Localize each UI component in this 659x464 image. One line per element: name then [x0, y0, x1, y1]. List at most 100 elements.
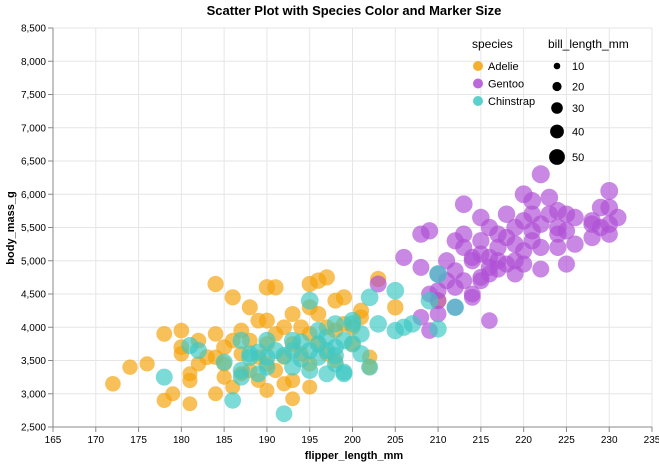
adelie-point — [207, 326, 224, 342]
gentoo-point — [523, 192, 542, 210]
chinstrap-point — [275, 405, 293, 423]
gentoo-point — [557, 222, 576, 240]
adelie-point — [182, 396, 198, 412]
adelie-point — [156, 325, 173, 342]
legend-swatch-adelie — [473, 61, 483, 71]
y-tick-label: 8,000 — [21, 57, 46, 68]
x-tick-label: 220 — [515, 435, 532, 446]
species-legend: species Adelie Gentoo Chinstrap — [472, 37, 535, 108]
x-tick-label: 170 — [87, 435, 104, 446]
gentoo-point — [463, 288, 481, 306]
gentoo-point — [412, 258, 430, 276]
gentoo-point — [557, 255, 575, 273]
x-tick-label: 210 — [430, 435, 447, 446]
adelie-point — [207, 275, 224, 293]
adelie-point — [387, 299, 404, 316]
adelie-point — [122, 359, 138, 375]
adelie-point — [165, 386, 181, 402]
gentoo-point — [583, 212, 601, 230]
chinstrap-point — [369, 315, 387, 333]
size-legend-label: 50 — [572, 152, 584, 164]
chinstrap-point — [300, 291, 319, 310]
adelie-point — [139, 356, 155, 372]
x-tick-label: 175 — [130, 435, 147, 446]
chinstrap-point — [429, 265, 447, 283]
y-tick-label: 7,500 — [21, 90, 46, 101]
chinstrap-point — [352, 325, 370, 343]
chinstrap-point — [215, 353, 233, 371]
gentoo-point — [472, 232, 490, 250]
x-tick-label: 205 — [387, 435, 404, 446]
x-tick-label: 225 — [558, 435, 575, 446]
x-tick-label: 185 — [216, 435, 233, 446]
adelie-point — [259, 382, 275, 398]
gentoo-point — [369, 275, 387, 293]
y-tick-label: 4,000 — [21, 323, 46, 334]
chinstrap-point — [326, 315, 345, 333]
adelie-point — [302, 379, 318, 395]
size-legend: bill_length_mm 10 20 30 40 50 — [548, 37, 629, 165]
adelie-point — [285, 391, 300, 407]
chinstrap-point — [429, 320, 447, 338]
chinstrap-point — [189, 342, 207, 360]
x-tick-label: 230 — [601, 435, 618, 446]
gentoo-point — [454, 195, 473, 214]
x-tick-label: 200 — [344, 435, 361, 446]
y-tick-label: 7,000 — [21, 123, 46, 134]
axes: 165 170 175 180 185 190 195 200 205 210 215 220 225 2… — [21, 24, 659, 447]
legend-swatch-gentoo — [473, 78, 483, 89]
legend-label-chinstrap: Chinstrap — [488, 96, 535, 108]
adelie-point — [284, 305, 301, 322]
gentoo-point — [463, 248, 481, 266]
chinstrap-point — [224, 392, 241, 409]
adelie-point — [310, 305, 327, 322]
y-tick-label: 3,500 — [21, 356, 46, 367]
chart-title: Scatter Plot with Species Color and Mark… — [207, 3, 502, 18]
x-tick-label: 190 — [259, 435, 276, 446]
chinstrap-point — [326, 346, 344, 365]
legend-label-gentoo: Gentoo — [488, 79, 524, 91]
size-legend-marker — [550, 124, 564, 139]
species-legend-title: species — [472, 37, 513, 51]
x-tick-label: 165 — [45, 435, 62, 446]
size-legend-label: 30 — [572, 103, 584, 115]
gentoo-point — [532, 260, 550, 278]
y-tick-label: 6,500 — [21, 157, 46, 168]
gentoo-point — [429, 305, 447, 323]
gentoo-point — [481, 312, 498, 329]
adelie-point — [267, 279, 284, 296]
chinstrap-point — [343, 311, 362, 330]
gentoo-point — [455, 272, 473, 290]
y-tick-label: 2,500 — [21, 423, 46, 434]
adelie-point — [276, 319, 292, 336]
gentoo-point — [566, 235, 584, 253]
size-legend-label: 10 — [572, 61, 584, 73]
chinstrap-point — [258, 358, 276, 376]
x-tick-label: 215 — [473, 435, 490, 446]
x-axis-title: flipper_length_mm — [305, 450, 404, 462]
size-legend-marker — [552, 81, 562, 92]
chinstrap-point — [446, 298, 464, 317]
size-legend-marker — [549, 149, 565, 165]
size-legend-marker — [551, 102, 563, 114]
gentoo-point — [531, 165, 550, 184]
x-tick-label: 195 — [301, 435, 318, 446]
adelie-point — [318, 269, 335, 286]
gentoo-point — [489, 225, 507, 243]
gentoo-point — [395, 248, 413, 266]
chinstrap-point — [335, 365, 353, 383]
gentoo-point — [566, 208, 584, 227]
x-tick-label: 180 — [173, 435, 190, 446]
chinstrap-point — [361, 358, 379, 376]
y-tick-label: 8,500 — [21, 24, 46, 35]
adelie-point — [258, 312, 275, 329]
adelie-point — [241, 299, 258, 316]
gentoo-point — [532, 238, 550, 257]
y-tick-label: 4,500 — [21, 290, 46, 301]
y-tick-label: 6,000 — [21, 190, 46, 201]
legend-label-adelie: Adelie — [488, 61, 519, 73]
gentoo-point — [600, 181, 619, 200]
adelie-point — [173, 322, 190, 339]
